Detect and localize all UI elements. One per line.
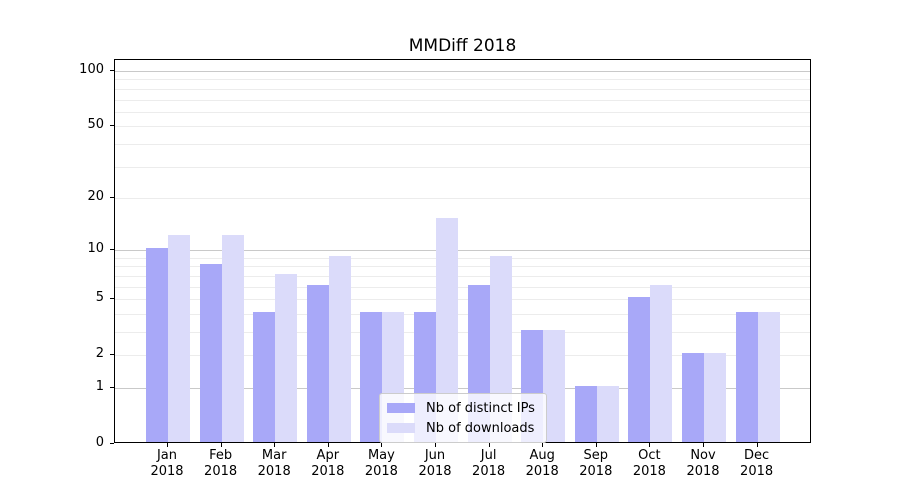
y-tick-label-50: 50 <box>87 117 104 132</box>
x-tick-label-jun: Jun 2018 <box>418 448 452 479</box>
gridline-minor-7 <box>115 275 810 277</box>
legend-item-downloads: Nb of downloads <box>387 419 538 437</box>
x-tick-label-oct: Oct 2018 <box>632 448 666 479</box>
x-tick-nov <box>703 443 704 447</box>
gridline-minor-9 <box>115 257 810 259</box>
x-tick-label-feb: Feb 2018 <box>204 448 238 479</box>
bar-distinct-ips-nov <box>682 353 704 442</box>
x-tick-feb <box>220 443 222 447</box>
gridline-minor-50 <box>115 126 810 128</box>
x-tick-label-sep: Sep 2018 <box>579 448 613 479</box>
y-tick-label-2: 2 <box>95 346 104 361</box>
bar-downloads-feb <box>221 234 244 442</box>
x-tick-label-jul: Jul 2018 <box>472 448 506 479</box>
y-tick-0 <box>110 443 114 444</box>
bar-distinct-ips-dec <box>735 311 758 442</box>
y-tick-1 <box>110 387 114 388</box>
legend-swatch-distinct-ips <box>387 403 415 413</box>
gridline-minor-60 <box>115 111 810 113</box>
gridline-major-10 <box>115 250 810 252</box>
y-tick-20 <box>110 197 114 198</box>
gridline-major-100 <box>115 71 810 72</box>
x-tick-label-may: May 2018 <box>364 448 398 479</box>
gridline-major-1 <box>115 388 810 389</box>
x-tick-label-aug: Aug 2018 <box>525 448 559 479</box>
y-tick-50 <box>110 125 114 126</box>
gridline-minor-40 <box>115 143 810 145</box>
bar-downloads-apr <box>328 255 351 442</box>
gridline-minor-90 <box>115 79 810 81</box>
y-tick-label-1: 1 <box>95 379 104 394</box>
gridline-minor-30 <box>115 166 810 168</box>
x-tick-label-jan: Jan 2018 <box>150 448 184 479</box>
y-tick-label-0: 0 <box>95 435 104 450</box>
bar-downloads-jan <box>168 234 190 442</box>
bar-distinct-ips-feb <box>199 264 222 442</box>
y-tick-2 <box>110 354 114 355</box>
bar-downloads-mar <box>275 273 298 442</box>
gridline-minor-20 <box>115 197 810 199</box>
x-tick-label-mar: Mar 2018 <box>257 448 291 479</box>
gridline-minor-6 <box>115 286 810 288</box>
gridline-minor-5 <box>115 299 810 301</box>
y-tick-label-5: 5 <box>95 290 104 305</box>
legend-label-distinct-ips: Nb of distinct IPs <box>426 400 535 416</box>
legend-label-downloads: Nb of downloads <box>426 420 535 436</box>
bar-downloads-dec <box>757 311 780 442</box>
legend-swatch-downloads <box>387 423 415 433</box>
x-tick-jul <box>488 443 490 447</box>
bar-downloads-sep <box>596 386 619 442</box>
chart-title: MMDiff 2018 <box>408 36 517 56</box>
bar-downloads-oct <box>650 284 673 442</box>
bar-distinct-ips-apr <box>306 284 329 442</box>
y-tick-label-100: 100 <box>79 62 104 77</box>
gridline-minor-2 <box>115 355 810 357</box>
bar-distinct-ips-jan <box>146 248 168 442</box>
bar-downloads-jun <box>436 217 458 442</box>
y-tick-label-10: 10 <box>87 241 104 256</box>
gridline-minor-8 <box>115 266 810 268</box>
x-tick-may <box>381 443 383 447</box>
x-tick-label-nov: Nov 2018 <box>686 448 720 479</box>
bar-distinct-ips-mar <box>253 311 276 442</box>
bar-downloads-nov <box>704 353 726 442</box>
x-tick-aug <box>542 443 544 447</box>
x-tick-label-apr: Apr 2018 <box>311 448 345 479</box>
legend: Nb of distinct IPs Nb of downloads <box>379 393 547 443</box>
y-tick-10 <box>110 249 114 250</box>
x-tick-dec <box>756 443 758 447</box>
gridline-minor-70 <box>115 99 810 101</box>
bar-downloads-aug <box>543 330 566 442</box>
bar-distinct-ips-sep <box>574 386 597 442</box>
x-tick-apr <box>327 443 329 447</box>
y-tick-label-20: 20 <box>87 189 104 204</box>
x-tick-jan <box>167 443 168 447</box>
x-tick-mar <box>274 443 276 447</box>
bar-distinct-ips-may <box>360 311 383 442</box>
gridline-minor-80 <box>115 88 810 90</box>
x-tick-sep <box>595 443 597 447</box>
legend-item-distinct-ips: Nb of distinct IPs <box>387 399 538 417</box>
x-tick-label-dec: Dec 2018 <box>740 448 774 479</box>
plot-area <box>114 59 811 443</box>
x-tick-oct <box>649 443 651 447</box>
y-tick-100 <box>110 70 114 71</box>
bar-distinct-ips-oct <box>628 297 651 442</box>
gridline-minor-4 <box>115 313 810 315</box>
y-tick-5 <box>110 298 114 299</box>
x-tick-jun <box>435 443 436 447</box>
gridline-minor-3 <box>115 332 810 333</box>
